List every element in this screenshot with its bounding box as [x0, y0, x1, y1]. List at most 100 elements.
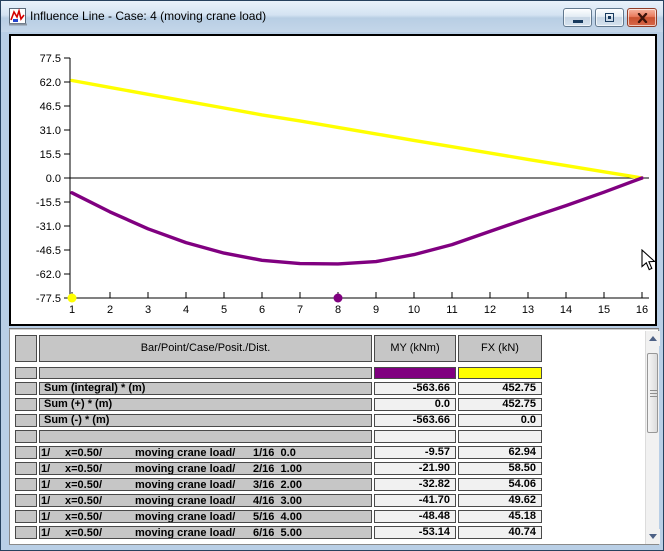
maximize-button[interactable]: [595, 8, 624, 27]
svg-text:77.5: 77.5: [40, 53, 61, 65]
sum-my-value[interactable]: -563.66: [374, 382, 456, 395]
arrow-down-icon: [649, 534, 657, 539]
close-icon: [637, 12, 647, 23]
row-header-cell[interactable]: [15, 494, 37, 507]
row-my-value[interactable]: -32.82: [374, 478, 456, 491]
influence-row-description[interactable]: 1/x=0.50/moving crane load/1/16 0.0: [39, 446, 372, 459]
legend-swatch-my[interactable]: [374, 367, 456, 379]
svg-text:-62.0: -62.0: [36, 269, 61, 281]
row-header-cell[interactable]: [15, 526, 37, 539]
row-header-cell[interactable]: [15, 478, 37, 491]
svg-text:5: 5: [221, 304, 227, 316]
scroll-down-button[interactable]: [646, 529, 660, 544]
window-title: Influence Line - Case: 4 (moving crane l…: [30, 9, 267, 23]
row-header-cell[interactable]: [15, 414, 37, 427]
svg-text:62.0: 62.0: [40, 77, 61, 89]
svg-text:31.0: 31.0: [40, 125, 61, 137]
sum-fx-value[interactable]: 452.75: [458, 382, 542, 395]
close-button[interactable]: [627, 8, 657, 27]
table-corner-cell[interactable]: [15, 335, 37, 362]
row-position-text: 5/16 4.00: [253, 511, 302, 523]
row-bar-text: 1/: [41, 511, 51, 523]
influence-row-description[interactable]: 1/x=0.50/moving crane load/4/16 3.00: [39, 494, 372, 507]
row-case-text: moving crane load/: [135, 463, 236, 475]
row-fx-value[interactable]: 40.74: [458, 526, 542, 539]
scroll-up-button[interactable]: [646, 331, 660, 346]
results-table: Bar/Point/Case/Posit./Dist. MY (kNm) FX (k…: [9, 328, 660, 545]
influence-row-description[interactable]: 1/x=0.50/moving crane load/3/16 2.00: [39, 478, 372, 491]
sum-my-value[interactable]: -563.66: [374, 414, 456, 427]
svg-text:-77.5: -77.5: [36, 293, 61, 305]
svg-text:10: 10: [408, 304, 420, 316]
row-header-cell[interactable]: [15, 398, 37, 411]
sum-my-value[interactable]: 0.0: [374, 398, 456, 411]
minimize-button[interactable]: [563, 8, 592, 27]
row-case-text: moving crane load/: [135, 511, 236, 523]
svg-text:15.5: 15.5: [40, 149, 61, 161]
svg-text:46.5: 46.5: [40, 101, 61, 113]
row-position-text: 3/16 2.00: [253, 479, 302, 491]
column-header-fx[interactable]: FX (kN): [458, 335, 542, 362]
svg-text:12: 12: [484, 304, 496, 316]
column-header-my[interactable]: MY (kNm): [374, 335, 456, 362]
row-fx-value[interactable]: 45.18: [458, 510, 542, 523]
row-my-value[interactable]: -41.70: [374, 494, 456, 507]
column-header-description[interactable]: Bar/Point/Case/Posit./Dist.: [39, 335, 372, 362]
row-header-cell[interactable]: [15, 382, 37, 395]
svg-text:9: 9: [373, 304, 379, 316]
row-header-cell[interactable]: [15, 446, 37, 459]
svg-text:11: 11: [446, 304, 457, 316]
row-fx-value[interactable]: 54.06: [458, 478, 542, 491]
sum-row-label[interactable]: Sum (integral) * (m): [39, 382, 372, 395]
sum-row-label[interactable]: Sum (-) * (m): [39, 414, 372, 427]
empty-fx-cell[interactable]: [458, 430, 542, 443]
row-header-cell[interactable]: [15, 430, 37, 443]
influence-row-description[interactable]: 1/x=0.50/moving crane load/5/16 4.00: [39, 510, 372, 523]
arrow-up-icon: [649, 336, 657, 341]
row-case-text: moving crane load/: [135, 527, 236, 539]
influence-row-description[interactable]: 1/x=0.50/moving crane load/2/16 1.00: [39, 462, 372, 475]
title-bar[interactable]: Influence Line - Case: 4 (moving crane l…: [1, 1, 663, 32]
legend-swatch-fx[interactable]: [458, 367, 542, 379]
row-my-value[interactable]: -9.57: [374, 446, 456, 459]
sum-row-label[interactable]: Sum (+) * (m): [39, 398, 372, 411]
row-bar-text: 1/: [41, 479, 51, 491]
row-my-value[interactable]: -48.48: [374, 510, 456, 523]
row-fx-value[interactable]: 62.94: [458, 446, 542, 459]
minimize-icon: [572, 20, 583, 23]
row-position-text: 6/16 5.00: [253, 527, 302, 539]
row-fx-value[interactable]: 58.50: [458, 462, 542, 475]
row-header-cell[interactable]: [15, 367, 37, 379]
row-x-text: x=0.50/: [65, 479, 103, 491]
maximize-icon: [605, 13, 614, 22]
svg-text:2: 2: [107, 304, 113, 316]
row-my-value[interactable]: -53.14: [374, 526, 456, 539]
row-bar-text: 1/: [41, 495, 51, 507]
svg-text:-46.5: -46.5: [36, 245, 61, 257]
row-position-text: 2/16 1.00: [253, 463, 302, 475]
vertical-scrollbar[interactable]: [645, 331, 660, 544]
sum-fx-value[interactable]: 452.75: [458, 398, 542, 411]
scrollbar-grip-icon: [650, 390, 657, 397]
row-case-text: moving crane load/: [135, 447, 236, 459]
row-fx-value[interactable]: 49.62: [458, 494, 542, 507]
legend-row-label[interactable]: [39, 367, 372, 379]
row-x-text: x=0.50/: [65, 447, 103, 459]
row-header-cell[interactable]: [15, 510, 37, 523]
influence-row-description[interactable]: 1/x=0.50/moving crane load/6/16 5.00: [39, 526, 372, 539]
svg-text:0.0: 0.0: [46, 173, 61, 185]
scrollbar-thumb[interactable]: [647, 353, 658, 433]
sum-fx-value[interactable]: 0.0: [458, 414, 542, 427]
empty-row-label[interactable]: [39, 430, 372, 443]
empty-my-cell[interactable]: [374, 430, 456, 443]
row-x-text: x=0.50/: [65, 495, 103, 507]
row-bar-text: 1/: [41, 447, 51, 459]
svg-text:14: 14: [560, 304, 572, 316]
svg-text:-31.0: -31.0: [36, 221, 61, 233]
row-my-value[interactable]: -21.90: [374, 462, 456, 475]
svg-text:1: 1: [69, 304, 75, 316]
row-x-text: x=0.50/: [65, 463, 103, 475]
row-header-cell[interactable]: [15, 462, 37, 475]
svg-text:15: 15: [598, 304, 610, 316]
